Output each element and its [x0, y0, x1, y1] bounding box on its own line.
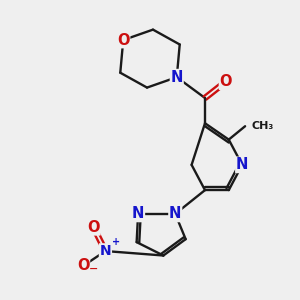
Text: −: − — [89, 264, 98, 274]
Text: +: + — [112, 236, 120, 247]
Text: CH₃: CH₃ — [252, 121, 274, 131]
Text: O: O — [117, 32, 130, 47]
Text: O: O — [77, 258, 89, 273]
Text: N: N — [100, 244, 111, 258]
Text: N: N — [132, 206, 144, 221]
Text: N: N — [171, 70, 183, 85]
Text: O: O — [87, 220, 100, 235]
Text: N: N — [169, 206, 182, 221]
Text: N: N — [236, 158, 248, 172]
Text: O: O — [220, 74, 232, 89]
